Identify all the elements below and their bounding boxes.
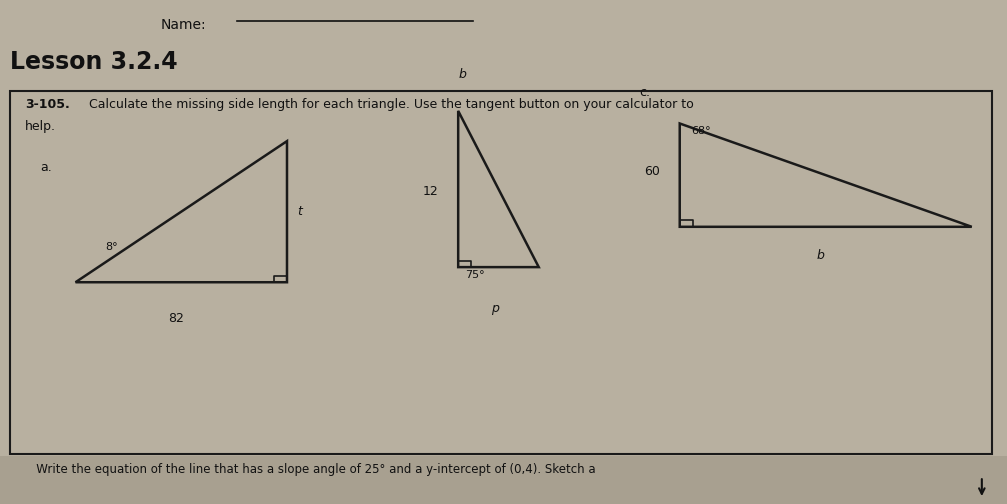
Text: b: b: [458, 68, 466, 81]
Text: 12: 12: [422, 185, 438, 198]
Text: a.: a.: [40, 161, 52, 174]
Bar: [0, 456, 1007, 504]
Text: 60: 60: [643, 165, 660, 178]
Text: c.: c.: [639, 86, 651, 99]
Text: Lesson 3.2.4: Lesson 3.2.4: [10, 50, 177, 75]
Text: t: t: [297, 205, 302, 218]
Text: 68°: 68°: [691, 126, 710, 136]
Text: 75°: 75°: [465, 270, 484, 280]
Text: Name:: Name:: [161, 18, 206, 32]
Text: p: p: [491, 302, 499, 316]
Text: 3-105.: 3-105.: [25, 98, 69, 111]
Text: 82: 82: [168, 312, 184, 326]
Text: help.: help.: [25, 120, 56, 133]
Text: Calculate the missing side length for each triangle. Use the tangent button on y: Calculate the missing side length for ea…: [89, 98, 694, 111]
Bar: [10, 91, 992, 454]
Text: Write the equation of the line that has a slope angle of 25° and a y-intercept o: Write the equation of the line that has …: [10, 463, 596, 476]
Text: b: b: [817, 249, 825, 263]
Text: 8°: 8°: [106, 242, 119, 252]
